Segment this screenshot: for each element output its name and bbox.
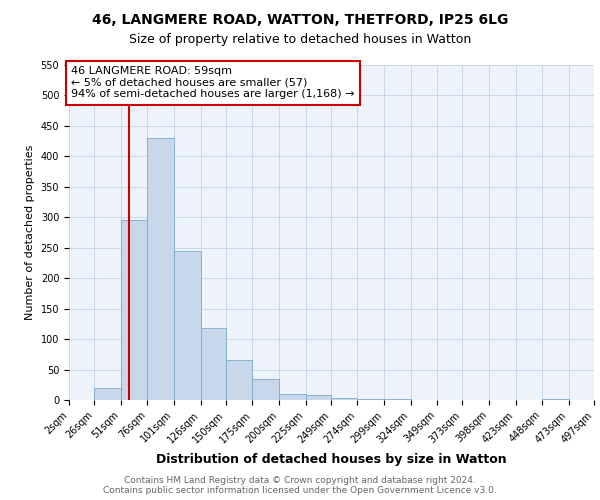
Bar — [358, 399, 384, 400]
Bar — [200, 328, 226, 400]
Bar — [594, 394, 600, 400]
Bar — [148, 138, 174, 400]
Bar — [94, 388, 121, 400]
Bar — [331, 398, 358, 400]
Bar — [542, 399, 569, 400]
Bar — [226, 360, 253, 400]
Text: Size of property relative to detached houses in Watton: Size of property relative to detached ho… — [129, 32, 471, 46]
Bar — [279, 394, 305, 400]
Text: 46 LANGMERE ROAD: 59sqm
← 5% of detached houses are smaller (57)
94% of semi-det: 46 LANGMERE ROAD: 59sqm ← 5% of detached… — [71, 66, 355, 100]
Text: 46, LANGMERE ROAD, WATTON, THETFORD, IP25 6LG: 46, LANGMERE ROAD, WATTON, THETFORD, IP2… — [92, 12, 508, 26]
Bar — [174, 251, 200, 400]
X-axis label: Distribution of detached houses by size in Watton: Distribution of detached houses by size … — [156, 453, 507, 466]
Bar — [121, 220, 148, 400]
Bar — [305, 395, 331, 400]
Y-axis label: Number of detached properties: Number of detached properties — [25, 145, 35, 320]
Bar — [384, 399, 410, 400]
Text: Contains HM Land Registry data © Crown copyright and database right 2024.
Contai: Contains HM Land Registry data © Crown c… — [103, 476, 497, 495]
Bar — [253, 378, 279, 400]
